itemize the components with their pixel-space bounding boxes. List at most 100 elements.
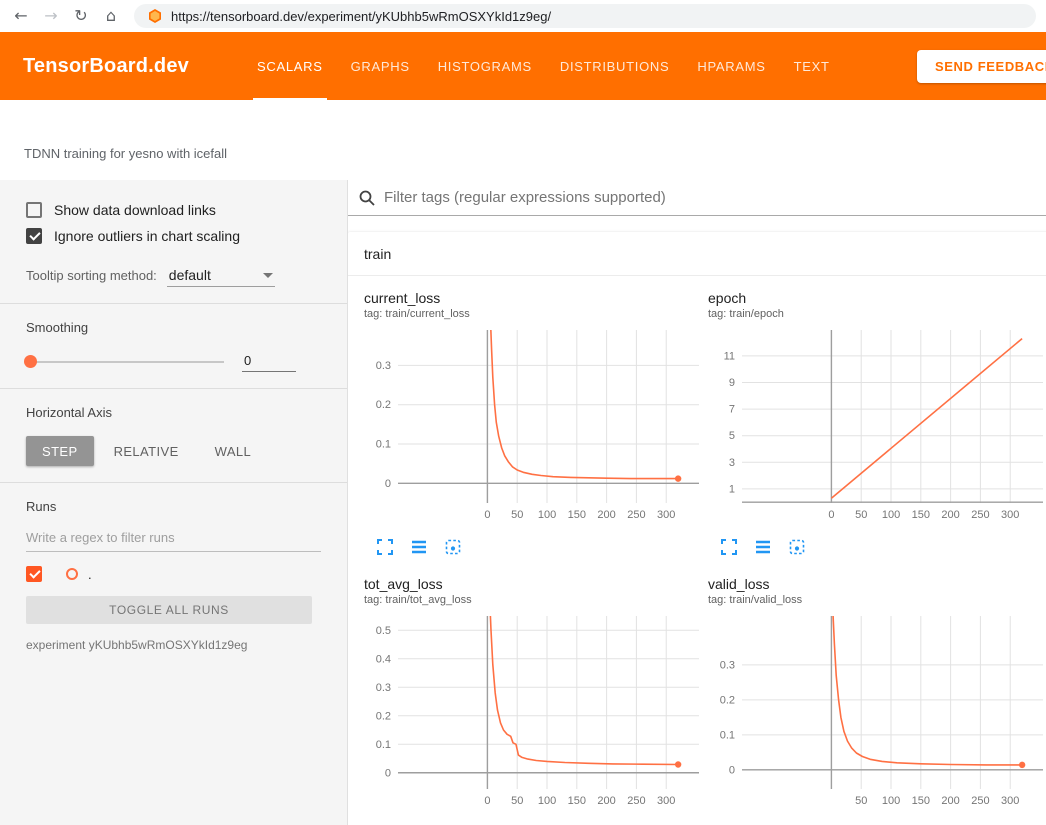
- svg-text:250: 250: [971, 795, 989, 807]
- svg-text:300: 300: [1001, 795, 1019, 807]
- send-feedback-button[interactable]: SEND FEEDBACK: [917, 50, 1046, 83]
- fit-domain-icon[interactable]: [444, 538, 462, 556]
- chart-title: valid_loss: [708, 576, 1044, 592]
- svg-text:200: 200: [597, 509, 615, 521]
- svg-text:100: 100: [538, 795, 556, 807]
- run-label: .: [88, 567, 92, 582]
- tensorboard-favicon: [148, 9, 162, 23]
- svg-text:50: 50: [511, 509, 523, 521]
- fit-domain-icon[interactable]: [788, 538, 806, 556]
- svg-text:50: 50: [855, 509, 867, 521]
- chart-tag: tag: train/tot_avg_loss: [364, 594, 700, 606]
- svg-text:0.4: 0.4: [376, 653, 391, 665]
- back-button[interactable]: ←: [8, 3, 34, 29]
- run-checkbox[interactable]: [26, 566, 42, 582]
- svg-text:5: 5: [729, 430, 735, 442]
- runs-filter-input[interactable]: [26, 524, 321, 552]
- chart-tag: tag: train/valid_loss: [708, 594, 1044, 606]
- svg-text:0.1: 0.1: [376, 739, 391, 751]
- ignore-outliers-row[interactable]: Ignore outliers in chart scaling: [26, 228, 321, 244]
- experiment-title-strip: TDNN training for yesno with icefall: [0, 100, 1046, 180]
- svg-text:0.2: 0.2: [376, 710, 391, 722]
- svg-text:0.3: 0.3: [376, 682, 391, 694]
- svg-text:0.2: 0.2: [720, 694, 735, 706]
- url-text: https://tensorboard.dev/experiment/yKUbh…: [171, 9, 551, 24]
- svg-text:3: 3: [729, 457, 735, 469]
- toggle-all-runs-button[interactable]: TOGGLE ALL RUNS: [26, 596, 312, 624]
- tooltip-sorting-label: Tooltip sorting method:: [26, 268, 157, 283]
- tab-graphs[interactable]: GRAPHS: [337, 32, 424, 100]
- tab-distributions[interactable]: DISTRIBUTIONS: [546, 32, 684, 100]
- chart-plot-tot_avg_loss: 05010015020025030000.10.20.30.40.5: [364, 614, 700, 811]
- divider: [0, 388, 347, 389]
- chart-card-tot_avg_loss: tot_avg_losstag: train/tot_avg_loss05010…: [364, 576, 700, 825]
- tab-hparams[interactable]: HPARAMS: [683, 32, 779, 100]
- svg-text:100: 100: [882, 509, 900, 521]
- svg-text:7: 7: [729, 404, 735, 416]
- divider: [0, 482, 347, 483]
- search-icon: [358, 189, 376, 207]
- svg-text:0: 0: [385, 478, 391, 490]
- smoothing-label: Smoothing: [26, 320, 321, 335]
- runs-table-icon[interactable]: [410, 538, 428, 556]
- svg-text:0.3: 0.3: [720, 659, 735, 671]
- divider: [0, 303, 347, 304]
- axis-step-button[interactable]: STEP: [26, 436, 94, 466]
- reload-button[interactable]: ↻: [68, 3, 94, 29]
- svg-text:200: 200: [941, 509, 959, 521]
- filter-tags-input[interactable]: [384, 189, 1046, 206]
- show-download-links-row[interactable]: Show data download links: [26, 202, 321, 218]
- runs-label: Runs: [26, 499, 321, 514]
- charts-grid: current_losstag: train/current_loss05010…: [348, 276, 1046, 825]
- tooltip-sorting-select[interactable]: default: [167, 264, 275, 287]
- chart-toolbar: [376, 538, 700, 556]
- chart-tag: tag: train/current_loss: [364, 308, 700, 320]
- tab-histograms[interactable]: HISTOGRAMS: [424, 32, 546, 100]
- svg-text:0.1: 0.1: [720, 729, 735, 741]
- svg-text:250: 250: [971, 509, 989, 521]
- show-download-links-checkbox[interactable]: [26, 202, 42, 218]
- ignore-outliers-checkbox[interactable]: [26, 228, 42, 244]
- svg-text:50: 50: [855, 795, 867, 807]
- ignore-outliers-label: Ignore outliers in chart scaling: [54, 228, 240, 244]
- svg-text:200: 200: [597, 795, 615, 807]
- forward-button[interactable]: →: [38, 3, 64, 29]
- home-button[interactable]: ⌂: [98, 3, 124, 29]
- chart-card-epoch: epochtag: train/epoch0501001502002503001…: [708, 290, 1044, 556]
- axis-relative-button[interactable]: RELATIVE: [98, 436, 195, 466]
- svg-text:0: 0: [385, 767, 391, 779]
- run-color-swatch: [66, 568, 78, 580]
- run-row[interactable]: .: [26, 566, 321, 582]
- chart-title: epoch: [708, 290, 1044, 306]
- smoothing-section: Smoothing 0: [26, 320, 321, 372]
- app-header: TensorBoard.dev SCALARS GRAPHS HISTOGRAM…: [0, 32, 1046, 100]
- filter-tags-row: [348, 180, 1046, 216]
- chart-plot-valid_loss: 5010015020025030000.10.20.3: [708, 614, 1044, 811]
- svg-text:100: 100: [538, 509, 556, 521]
- horizontal-axis-label: Horizontal Axis: [26, 405, 321, 420]
- tab-scalars[interactable]: SCALARS: [243, 32, 337, 100]
- svg-text:300: 300: [657, 795, 675, 807]
- axis-wall-button[interactable]: WALL: [199, 436, 268, 466]
- runs-section: Runs . TOGGLE ALL RUNS experiment yKUbhb…: [26, 499, 321, 652]
- svg-text:1: 1: [729, 483, 735, 495]
- expand-chart-icon[interactable]: [720, 538, 738, 556]
- address-bar[interactable]: https://tensorboard.dev/experiment/yKUbh…: [134, 4, 1036, 28]
- svg-text:150: 150: [568, 795, 586, 807]
- svg-text:300: 300: [657, 509, 675, 521]
- chart-card-valid_loss: valid_losstag: train/valid_loss501001502…: [708, 576, 1044, 825]
- expand-chart-icon[interactable]: [376, 538, 394, 556]
- svg-text:150: 150: [568, 509, 586, 521]
- runs-table-icon[interactable]: [754, 538, 772, 556]
- settings-sidebar: Show data download links Ignore outliers…: [0, 180, 348, 825]
- experiment-title: TDNN training for yesno with icefall: [24, 146, 227, 161]
- svg-text:250: 250: [627, 509, 645, 521]
- train-group-header[interactable]: train: [348, 232, 1046, 276]
- app-logo[interactable]: TensorBoard.dev: [23, 55, 189, 78]
- smoothing-value-input[interactable]: 0: [242, 351, 296, 372]
- smoothing-slider[interactable]: [26, 361, 224, 363]
- show-download-links-label: Show data download links: [54, 202, 216, 218]
- smoothing-slider-thumb[interactable]: [24, 355, 37, 368]
- tab-text[interactable]: TEXT: [780, 32, 844, 100]
- svg-text:11: 11: [724, 350, 735, 362]
